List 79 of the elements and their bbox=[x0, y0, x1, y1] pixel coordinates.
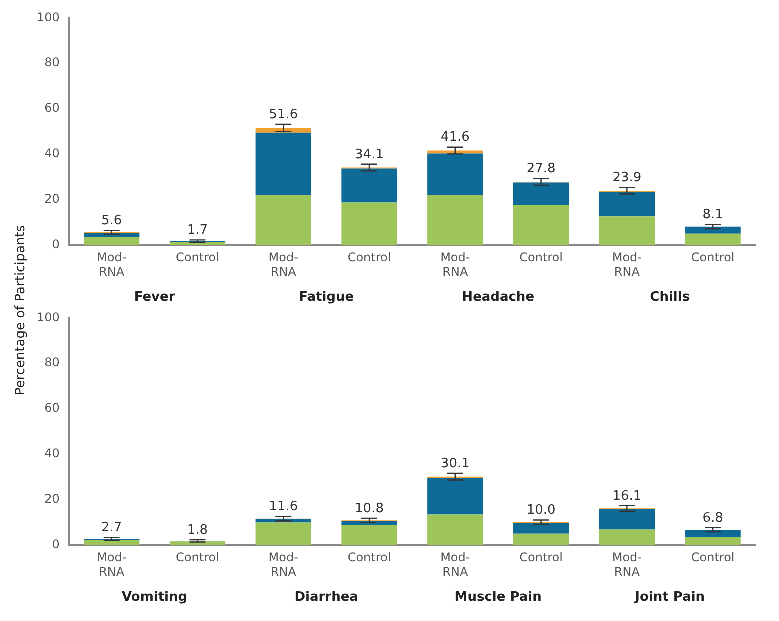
x-tick-label: Control bbox=[691, 550, 735, 565]
text: Muscle Pain bbox=[454, 590, 542, 605]
bar bbox=[256, 128, 312, 133]
bar bbox=[256, 132, 312, 196]
total-label: 6.8 bbox=[702, 510, 724, 526]
bar bbox=[685, 537, 741, 546]
text: Chills bbox=[650, 290, 690, 305]
bar bbox=[513, 182, 570, 206]
x-tick-label: Control bbox=[520, 250, 563, 265]
bar bbox=[84, 237, 140, 246]
text: Joint Pain bbox=[634, 590, 706, 605]
bar bbox=[428, 195, 484, 246]
total-label: 41.6 bbox=[440, 130, 470, 146]
x-tick-label: Control bbox=[348, 250, 392, 265]
bar bbox=[342, 168, 398, 203]
y-tick-label: 60 bbox=[44, 101, 60, 116]
total-label: 23.9 bbox=[612, 170, 642, 186]
y-tick-label: 40 bbox=[44, 146, 60, 161]
x-tick-label: Mod-RNA bbox=[268, 250, 298, 279]
x-tick-label: Mod-RNA bbox=[97, 550, 127, 579]
y-tick-label: 20 bbox=[44, 492, 60, 506]
y-tick-label: 80 bbox=[44, 56, 60, 70]
bar bbox=[428, 514, 484, 546]
bar bbox=[513, 522, 570, 534]
x-tick-label: Mod-RNA bbox=[440, 250, 470, 279]
total-label: 5.6 bbox=[102, 214, 122, 229]
total-label: 1.8 bbox=[187, 522, 208, 538]
bar bbox=[428, 478, 484, 515]
y-tick-label: 20 bbox=[44, 192, 60, 206]
bar bbox=[685, 530, 741, 538]
total-label: 2.7 bbox=[102, 520, 122, 536]
bar bbox=[599, 509, 655, 530]
y-tick-label: 40 bbox=[44, 446, 60, 461]
y-tick-label: 100 bbox=[37, 10, 60, 24]
total-label: 27.8 bbox=[526, 162, 556, 177]
bar bbox=[685, 234, 741, 246]
x-tick-label: Control bbox=[176, 550, 220, 565]
y-axis-title: Percentage of Participants bbox=[14, 225, 29, 396]
bar bbox=[599, 530, 655, 546]
y-tick-label: 60 bbox=[44, 401, 60, 416]
y-tick-label: 100 bbox=[37, 310, 60, 324]
bar bbox=[342, 521, 398, 525]
text: Fatigue bbox=[299, 290, 354, 305]
x-tick-label: Control bbox=[691, 250, 735, 265]
total-label: 30.1 bbox=[440, 456, 470, 472]
total-label: 34.1 bbox=[355, 147, 384, 162]
bar bbox=[256, 195, 312, 246]
x-tick-label: Mod-RNA bbox=[612, 550, 642, 579]
bar bbox=[84, 540, 140, 546]
bar bbox=[342, 202, 398, 246]
y-tick-label: 0 bbox=[52, 237, 60, 252]
bar bbox=[599, 192, 655, 217]
bar bbox=[256, 522, 312, 546]
bar bbox=[685, 226, 741, 234]
bar bbox=[513, 205, 570, 246]
text: Diarrhea bbox=[294, 590, 358, 605]
total-label: 1.7 bbox=[187, 223, 208, 238]
x-tick-label: Mod-RNA bbox=[440, 550, 470, 579]
x-tick-label: Mod-RNA bbox=[268, 550, 298, 579]
y-tick-label: 80 bbox=[44, 356, 60, 370]
bar bbox=[428, 154, 484, 196]
x-tick-label: Control bbox=[176, 250, 220, 265]
total-label: 11.6 bbox=[269, 499, 298, 514]
total-label: 10.0 bbox=[526, 503, 556, 518]
text: Vomiting bbox=[122, 590, 188, 605]
total-label: 51.6 bbox=[269, 107, 298, 122]
x-tick-label: Mod-RNA bbox=[97, 250, 127, 279]
x-tick-label: Control bbox=[348, 550, 392, 565]
y-tick-label: 0 bbox=[52, 537, 60, 552]
total-label: 8.1 bbox=[702, 207, 724, 222]
text: Fever bbox=[134, 290, 176, 305]
x-tick-label: Mod-RNA bbox=[612, 250, 642, 279]
bar bbox=[342, 524, 398, 546]
total-label: 16.1 bbox=[612, 488, 642, 504]
bar bbox=[513, 534, 570, 546]
x-tick-label: Control bbox=[520, 550, 563, 565]
total-label: 10.8 bbox=[355, 501, 384, 516]
text: Headache bbox=[462, 290, 535, 305]
bar bbox=[599, 216, 655, 246]
